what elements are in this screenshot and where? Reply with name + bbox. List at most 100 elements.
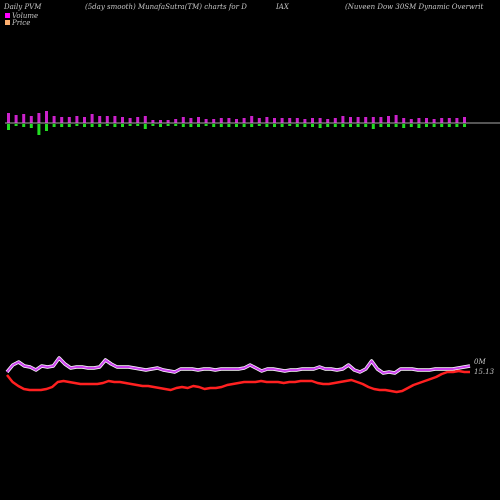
pvm-bar-down (204, 124, 208, 126)
pvm-bar-up (455, 118, 459, 123)
pvm-bar-down (45, 124, 48, 131)
pvm-bar-down (166, 124, 170, 126)
price-value-label: 15.13 (474, 368, 495, 376)
header-right: (Nuveen Dow 30SM Dynamic Overwrit (345, 3, 484, 11)
pvm-bar-up (235, 119, 238, 123)
legend-price-label: Price (11, 19, 30, 27)
pvm-bar-down (326, 124, 330, 127)
pvm-bar-up (22, 114, 26, 123)
series-group (5, 356, 471, 394)
volume-line (6, 357, 471, 374)
pvm-bar-up (121, 117, 124, 123)
pvm-bar-up (417, 118, 421, 123)
pvm-bar-up (425, 118, 428, 123)
pvm-bar-up (14, 115, 18, 123)
pvm-bar-down (98, 124, 102, 127)
price-line (6, 369, 470, 394)
pvm-bar-down (219, 124, 223, 127)
pvm-bar-down (128, 124, 132, 126)
pvm-bar-down (235, 124, 238, 127)
header-ticker: IAX (275, 3, 290, 11)
pvm-bar-down (37, 124, 41, 135)
pvm-bar-up (227, 118, 231, 123)
pvm-bar-down (280, 124, 284, 127)
pvm-bar-up (280, 118, 284, 123)
pvm-bar-down (14, 124, 18, 126)
pvm-bar-down (402, 124, 406, 128)
pvm-bar-down (463, 124, 466, 127)
pvm-bar-up (189, 118, 193, 123)
pvm-bar-up (143, 116, 147, 123)
pvm-bar-up (250, 116, 254, 123)
pvm-bar-down (212, 124, 216, 127)
pvm-bar-down (257, 124, 261, 126)
pvm-bar-down (159, 124, 162, 127)
pvm-bar-up (387, 116, 390, 123)
pvm-bar-up (45, 111, 48, 123)
pvm-bar-up (311, 118, 314, 123)
header-left: Daily PVM (3, 3, 42, 11)
pvm-bar-up (7, 113, 10, 123)
pvm-bar-up (409, 119, 413, 123)
pvm-bar-down (371, 124, 375, 129)
pvm-bar-down (318, 124, 322, 128)
pvm-bar-up (318, 118, 322, 123)
pvm-bar-up (197, 117, 200, 123)
pvm-bar-down (250, 124, 254, 127)
pvm-bar-up (295, 118, 299, 123)
pvm-bar-down (227, 124, 231, 127)
legend-volume-label: Volume (12, 12, 38, 20)
pvm-bar-up (364, 117, 368, 123)
pvm-bar-up (136, 117, 140, 123)
pvm-bar-up (128, 118, 132, 123)
pvm-bar-down (7, 124, 10, 130)
pvm-bar-down (105, 124, 109, 126)
pvm-bar-down (447, 124, 451, 127)
pvm-bar-down (60, 124, 64, 127)
pvm-bar-up (60, 117, 64, 123)
pvm-bar-up (333, 118, 337, 123)
pvm-bar-up (257, 118, 261, 123)
pvm-bar-down (143, 124, 147, 129)
pvm-bar-up (113, 116, 117, 123)
pvm-bar-up (394, 115, 398, 123)
pvm-bar-down (432, 124, 436, 127)
pvm-bar-down (197, 124, 200, 127)
pvm-bar-down (311, 124, 314, 127)
pvm-bar-down (455, 124, 459, 127)
pvm-bar-down (75, 124, 79, 126)
pvm-bar-down (90, 124, 94, 127)
pvm-bar-down (52, 124, 56, 127)
pvm-bar-up (67, 117, 71, 123)
pvm-bar-down (242, 124, 246, 127)
pvm-bar-down (29, 124, 33, 128)
pvm-bar-down (265, 124, 269, 127)
pvm-bar-up (303, 119, 307, 123)
pvm-bar-down (151, 124, 155, 126)
pvm-bar-down (425, 124, 428, 127)
pvm-bar-up (204, 119, 208, 123)
pvm-bar-down (288, 124, 292, 126)
pvm-bar-down (341, 124, 345, 127)
pvm-bar-down (295, 124, 299, 127)
legend-price-swatch (5, 20, 10, 25)
pvm-bar-up (90, 114, 94, 123)
pvm-bar-up (463, 117, 466, 123)
pvm-bar-up (349, 117, 352, 123)
pvm-bar-down (136, 124, 140, 126)
pvm-bar-down (189, 124, 193, 127)
pvm-bar-down (333, 124, 337, 127)
pvm-bar-up (402, 118, 406, 123)
pvm-bar-up (174, 119, 178, 123)
pvm-bar-down (394, 124, 398, 127)
pvm-bar-up (242, 118, 246, 123)
pvm-bar-down (273, 124, 276, 127)
pvm-bar-down (440, 124, 444, 127)
pvm-bar-down (174, 124, 178, 126)
pvm-bar-up (265, 117, 269, 123)
pvm-bar-up (75, 116, 79, 123)
legend-volume-swatch (5, 13, 10, 18)
pvm-bar-down (303, 124, 307, 127)
